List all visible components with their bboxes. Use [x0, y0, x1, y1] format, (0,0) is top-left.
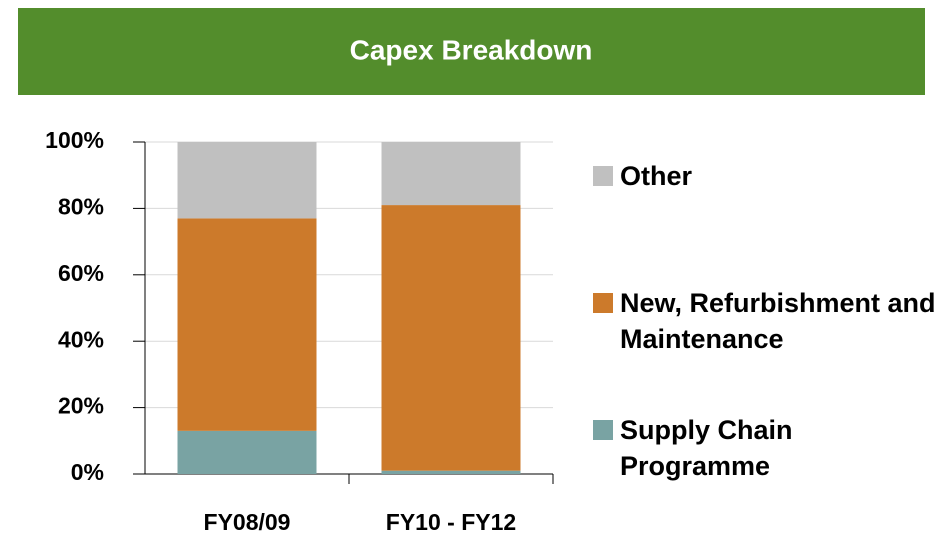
bar-segment — [381, 142, 521, 206]
bar-segment — [177, 430, 317, 474]
y-tick-label: 100% — [45, 127, 104, 153]
bar-segment — [381, 470, 521, 474]
bar-segment — [177, 142, 317, 219]
bar-segment — [381, 205, 521, 471]
y-tick-label: 20% — [58, 393, 104, 419]
x-tick-label: FY10 - FY12 — [386, 509, 516, 535]
bar-segment — [177, 218, 317, 431]
y-tick-label: 0% — [71, 459, 104, 485]
y-tick-label: 60% — [58, 260, 104, 286]
y-tick-label: 40% — [58, 326, 104, 352]
y-tick-label: 80% — [58, 193, 104, 219]
legend-swatch — [593, 293, 613, 313]
legend-swatch — [593, 166, 613, 186]
chart-title: Capex Breakdown — [350, 34, 593, 65]
title-banner — [18, 8, 925, 95]
x-tick-label: FY08/09 — [204, 509, 291, 535]
legend-label: Other — [620, 161, 693, 191]
legend-label: Supply Chain Programme — [620, 415, 793, 481]
legend-swatch — [593, 420, 613, 440]
legend-label: New, Refurbishment and Maintenance — [620, 288, 936, 354]
